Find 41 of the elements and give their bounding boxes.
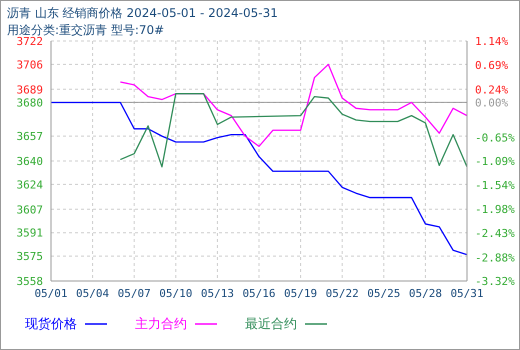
y-tick-label: 3689: [16, 83, 43, 96]
y2-tick-label: -1.09%: [475, 155, 516, 168]
line-series: [120, 93, 467, 168]
y-tick-label: 3591: [16, 226, 43, 240]
y2-tick-label: -2.88%: [475, 251, 516, 264]
x-tick-label: 05/28: [408, 286, 442, 300]
y-tick-label: 3607: [16, 203, 43, 216]
x-tick-label: 05/19: [284, 286, 318, 300]
y2-tick-label: -0.65%: [475, 131, 516, 144]
y-tick-label: 3680: [16, 96, 43, 110]
x-tick-label: 05/13: [200, 286, 234, 300]
y-tick-label: 3706: [16, 58, 43, 72]
legend-label: 现货价格: [25, 316, 78, 333]
y2-tick-label: -3.32%: [475, 275, 516, 288]
x-tick-label: 05/07: [118, 286, 151, 300]
x-tick-label: 05/04: [76, 286, 110, 300]
x-tick-label: 05/25: [367, 286, 400, 300]
x-tick-label: 05/16: [242, 286, 276, 300]
chart-title: 沥青 山东 经销商价格 2024-05-01 - 2024-05-31: [7, 5, 278, 22]
line-series: [51, 102, 467, 256]
y-tick-label: 3657: [16, 130, 43, 144]
chart-subtitle: 用途分类:重交沥青 型号:70#: [7, 22, 164, 37]
y2-tick-label: 0.24%: [475, 83, 508, 96]
y2-tick-label: -1.98%: [475, 202, 516, 216]
y-tick-label: 3624: [16, 178, 44, 192]
line-series: [120, 64, 467, 148]
legend-label: 最近合约: [245, 316, 298, 333]
x-tick-label: 05/31: [450, 286, 484, 300]
y-tick-label: 3640: [16, 155, 43, 168]
x-tick-label: 05/01: [34, 286, 68, 300]
y-tick-label: 3575: [16, 250, 43, 264]
y2-tick-label: -1.54%: [475, 179, 516, 192]
y2-tick-label: 1.14%: [475, 35, 508, 48]
y2-tick-label: 0.00%: [475, 96, 508, 110]
y2-tick-label: 0.69%: [475, 59, 508, 72]
y-tick-label: 3722: [16, 35, 43, 48]
y-tick-label: 3558: [16, 275, 43, 288]
x-tick-label: 05/10: [159, 286, 192, 300]
legend-label: 主力合约: [135, 316, 188, 333]
y2-tick-label: -2.43%: [475, 227, 516, 240]
x-tick-label: 05/22: [326, 286, 359, 300]
